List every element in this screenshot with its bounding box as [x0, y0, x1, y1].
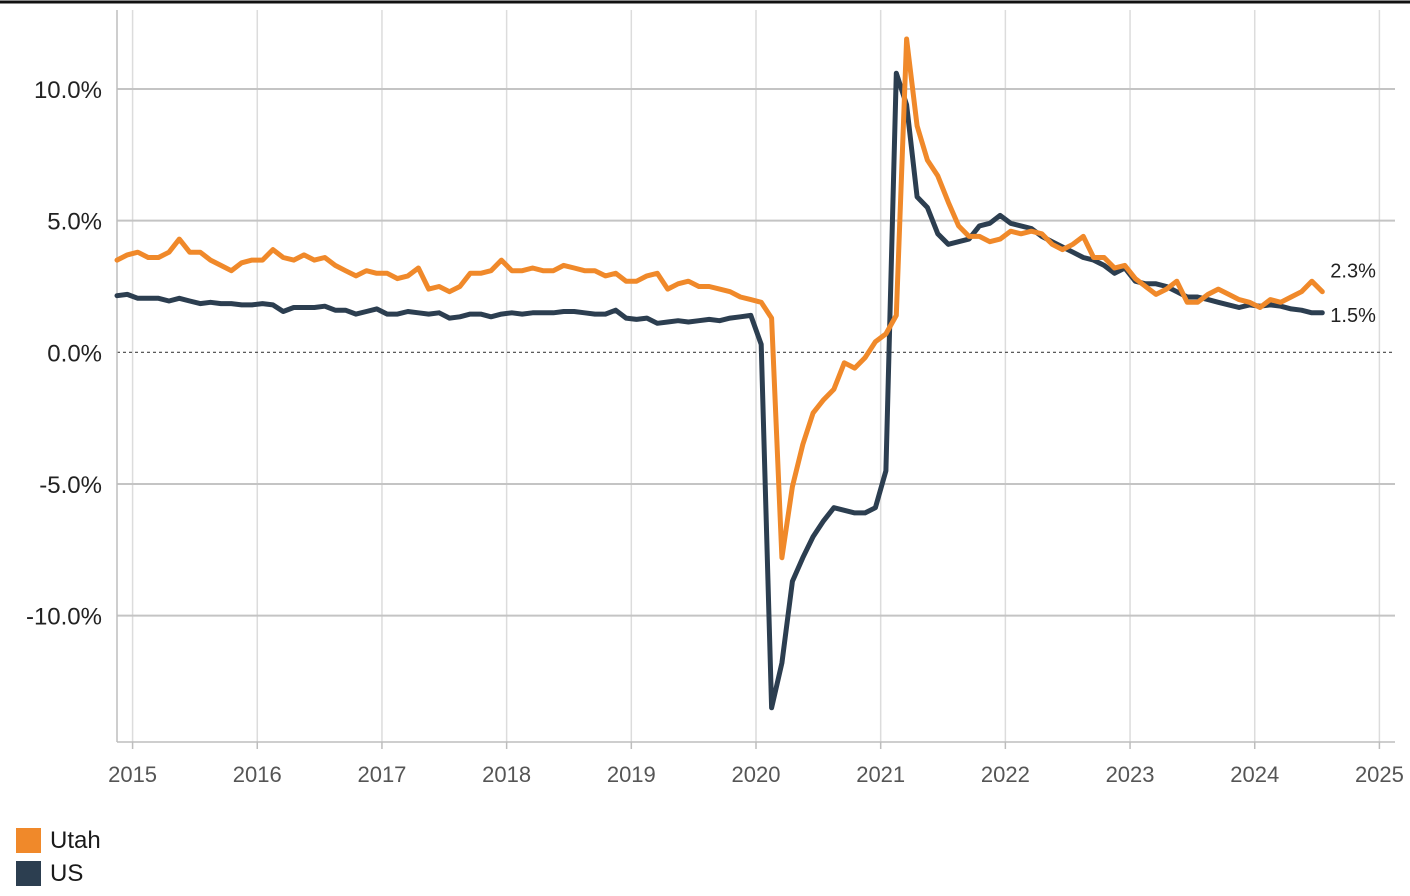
x-tick-label: 2022 — [981, 762, 1030, 787]
x-tick-label: 2019 — [607, 762, 656, 787]
x-tick-label: 2016 — [233, 762, 282, 787]
y-tick-label: -5.0% — [39, 472, 102, 499]
x-tick-label: 2021 — [856, 762, 905, 787]
x-tick-label: 2017 — [357, 762, 406, 787]
legend-swatch-utah — [16, 828, 41, 853]
y-tick-label: 0.0% — [47, 340, 102, 367]
series-lines — [114, 36, 1325, 711]
line-chart: 10.0%5.0%0.0%-5.0%-10.0% 2015 2016 2017 201… — [0, 0, 1410, 787]
legend-label-utah: Utah — [50, 826, 101, 854]
series-end-labels: 2.3% 1.5% — [1330, 261, 1376, 327]
legend-item-us[interactable]: US — [16, 857, 101, 890]
y-axis-tick-labels: 10.0% 5.0% 0.0% -5.0% -10.0% — [26, 77, 102, 631]
legend: Utah US — [16, 824, 101, 890]
y-tick-label: 10.0% — [34, 77, 102, 104]
series-line-us — [114, 70, 1325, 711]
horizontal-gridlines — [117, 87, 1395, 617]
y-tick-label: -10.0% — [26, 604, 102, 631]
x-tick-label: 2024 — [1230, 762, 1279, 787]
series-line-utah — [114, 36, 1325, 561]
legend-swatch-us — [16, 861, 41, 886]
end-label-us: 1.5% — [1330, 305, 1376, 327]
x-tick-label: 2023 — [1106, 762, 1155, 787]
end-label-utah: 2.3% — [1330, 261, 1376, 283]
x-tick-label: 2025 — [1355, 762, 1404, 787]
y-tick-label: 5.0% — [47, 209, 102, 236]
x-tick-label: 2018 — [482, 762, 531, 787]
x-tick-label: 2015 — [108, 762, 157, 787]
vertical-gridlines — [131, 10, 1381, 742]
legend-item-utah[interactable]: Utah — [16, 824, 101, 857]
x-tick-label: 2020 — [732, 762, 781, 787]
axes — [0, 0, 1410, 749]
legend-label-us: US — [50, 859, 84, 887]
x-axis-tick-labels: 2015 2016 2017 2018 2019 2020 2021 2022 2023 2024… — [108, 762, 1404, 787]
